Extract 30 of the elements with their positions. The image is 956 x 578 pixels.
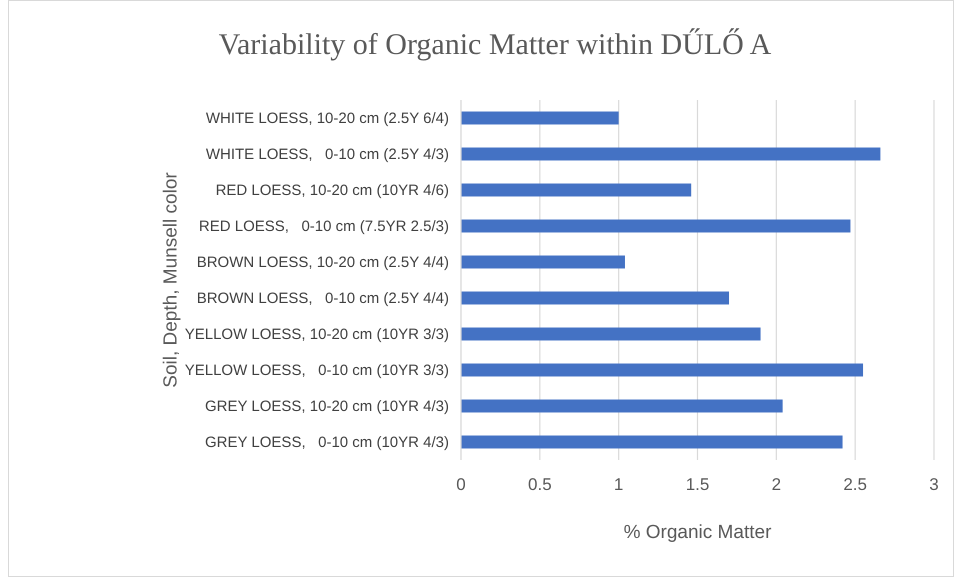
x-tick-label: 0.5 <box>528 475 552 494</box>
y-tick-label: YELLOW LOESS, 10-20 cm (10YR 3/3) <box>184 326 449 343</box>
bar <box>461 364 864 376</box>
bar <box>461 256 625 268</box>
y-tick-label: RED LOESS, 10-20 cm (10YR 4/6) <box>216 182 449 199</box>
bar <box>461 436 843 448</box>
y-tick-label: BROWN LOESS, 10-20 cm (2.5Y 4/4) <box>196 254 450 271</box>
bar <box>461 328 761 340</box>
bar <box>461 148 880 160</box>
bar <box>461 220 850 232</box>
bar <box>461 112 619 124</box>
y-tick-label: WHITE LOESS, 0-10 cm (2.5Y 4/3) <box>206 146 449 163</box>
y-tick-label: GREY LOESS, 0-10 cm (10YR 4/3) <box>205 434 450 451</box>
y-tick-label: BROWN LOESS, 0-10 cm (2.5Y 4/4) <box>196 290 449 307</box>
x-tick-label: 2.5 <box>843 475 867 494</box>
bar <box>461 400 783 412</box>
x-tick-label: 2 <box>772 475 782 494</box>
x-tick-label: 3 <box>929 475 939 494</box>
x-tick-label: 1.5 <box>686 475 710 494</box>
x-axis-title: % Organic Matter <box>624 522 772 543</box>
y-tick-label: RED LOESS, 0-10 cm (7.5YR 2.5/3) <box>198 218 450 235</box>
bar <box>461 184 692 196</box>
x-tick-label: 1 <box>614 475 624 494</box>
y-tick-label: YELLOW LOESS, 0-10 cm (10YR 3/3) <box>184 362 450 379</box>
y-tick-label: WHITE LOESS, 10-20 cm (2.5Y 6/4) <box>206 110 449 127</box>
y-tick-label: GREY LOESS, 10-20 cm (10YR 4/3) <box>205 398 449 415</box>
y-axis-title: Soil, Depth, Munsell color <box>160 172 182 388</box>
chart-title: Variability of Organic Matter within DŰLŐ A <box>218 28 772 61</box>
bar <box>461 292 730 304</box>
x-tick-label: 0 <box>456 475 466 494</box>
